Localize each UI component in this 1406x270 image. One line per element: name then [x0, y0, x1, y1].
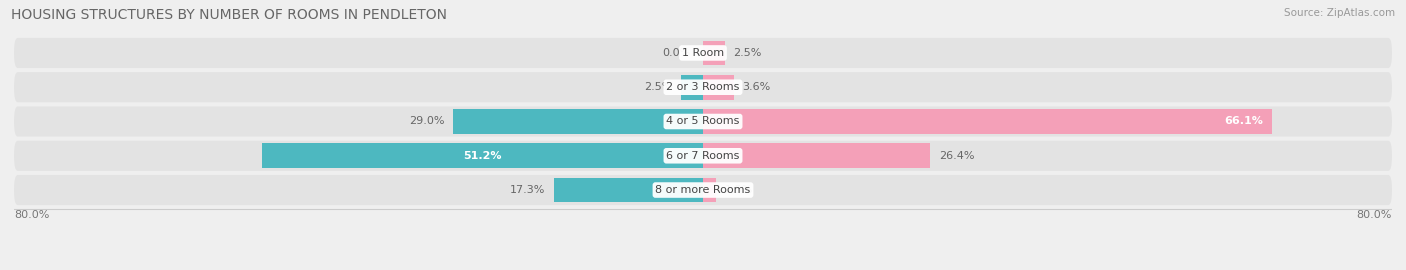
Text: 3.6%: 3.6%	[742, 82, 770, 92]
Bar	[262, 143, 703, 168]
Bar	[703, 109, 1272, 134]
Text: 51.2%: 51.2%	[464, 151, 502, 161]
Bar	[703, 178, 716, 202]
Text: Source: ZipAtlas.com: Source: ZipAtlas.com	[1284, 8, 1395, 18]
Bar	[703, 143, 931, 168]
Text: 1.5%: 1.5%	[724, 185, 752, 195]
Text: 2.5%: 2.5%	[644, 82, 673, 92]
Text: 29.0%: 29.0%	[409, 116, 444, 127]
Text: 80.0%: 80.0%	[1357, 210, 1392, 220]
FancyBboxPatch shape	[14, 175, 1392, 205]
Bar	[453, 109, 703, 134]
Bar	[703, 75, 734, 100]
Text: 2.5%: 2.5%	[733, 48, 762, 58]
Text: 66.1%: 66.1%	[1225, 116, 1264, 127]
Text: 17.3%: 17.3%	[510, 185, 546, 195]
Text: HOUSING STRUCTURES BY NUMBER OF ROOMS IN PENDLETON: HOUSING STRUCTURES BY NUMBER OF ROOMS IN…	[11, 8, 447, 22]
Text: 2 or 3 Rooms: 2 or 3 Rooms	[666, 82, 740, 92]
Bar	[703, 40, 724, 65]
FancyBboxPatch shape	[14, 72, 1392, 102]
Text: 0.0%: 0.0%	[662, 48, 690, 58]
FancyBboxPatch shape	[14, 106, 1392, 137]
Text: 8 or more Rooms: 8 or more Rooms	[655, 185, 751, 195]
Bar	[554, 178, 703, 202]
Text: 26.4%: 26.4%	[939, 151, 974, 161]
FancyBboxPatch shape	[14, 141, 1392, 171]
Bar	[682, 75, 703, 100]
Text: 80.0%: 80.0%	[14, 210, 49, 220]
FancyBboxPatch shape	[14, 38, 1392, 68]
Text: 6 or 7 Rooms: 6 or 7 Rooms	[666, 151, 740, 161]
Text: 1 Room: 1 Room	[682, 48, 724, 58]
Text: 4 or 5 Rooms: 4 or 5 Rooms	[666, 116, 740, 127]
